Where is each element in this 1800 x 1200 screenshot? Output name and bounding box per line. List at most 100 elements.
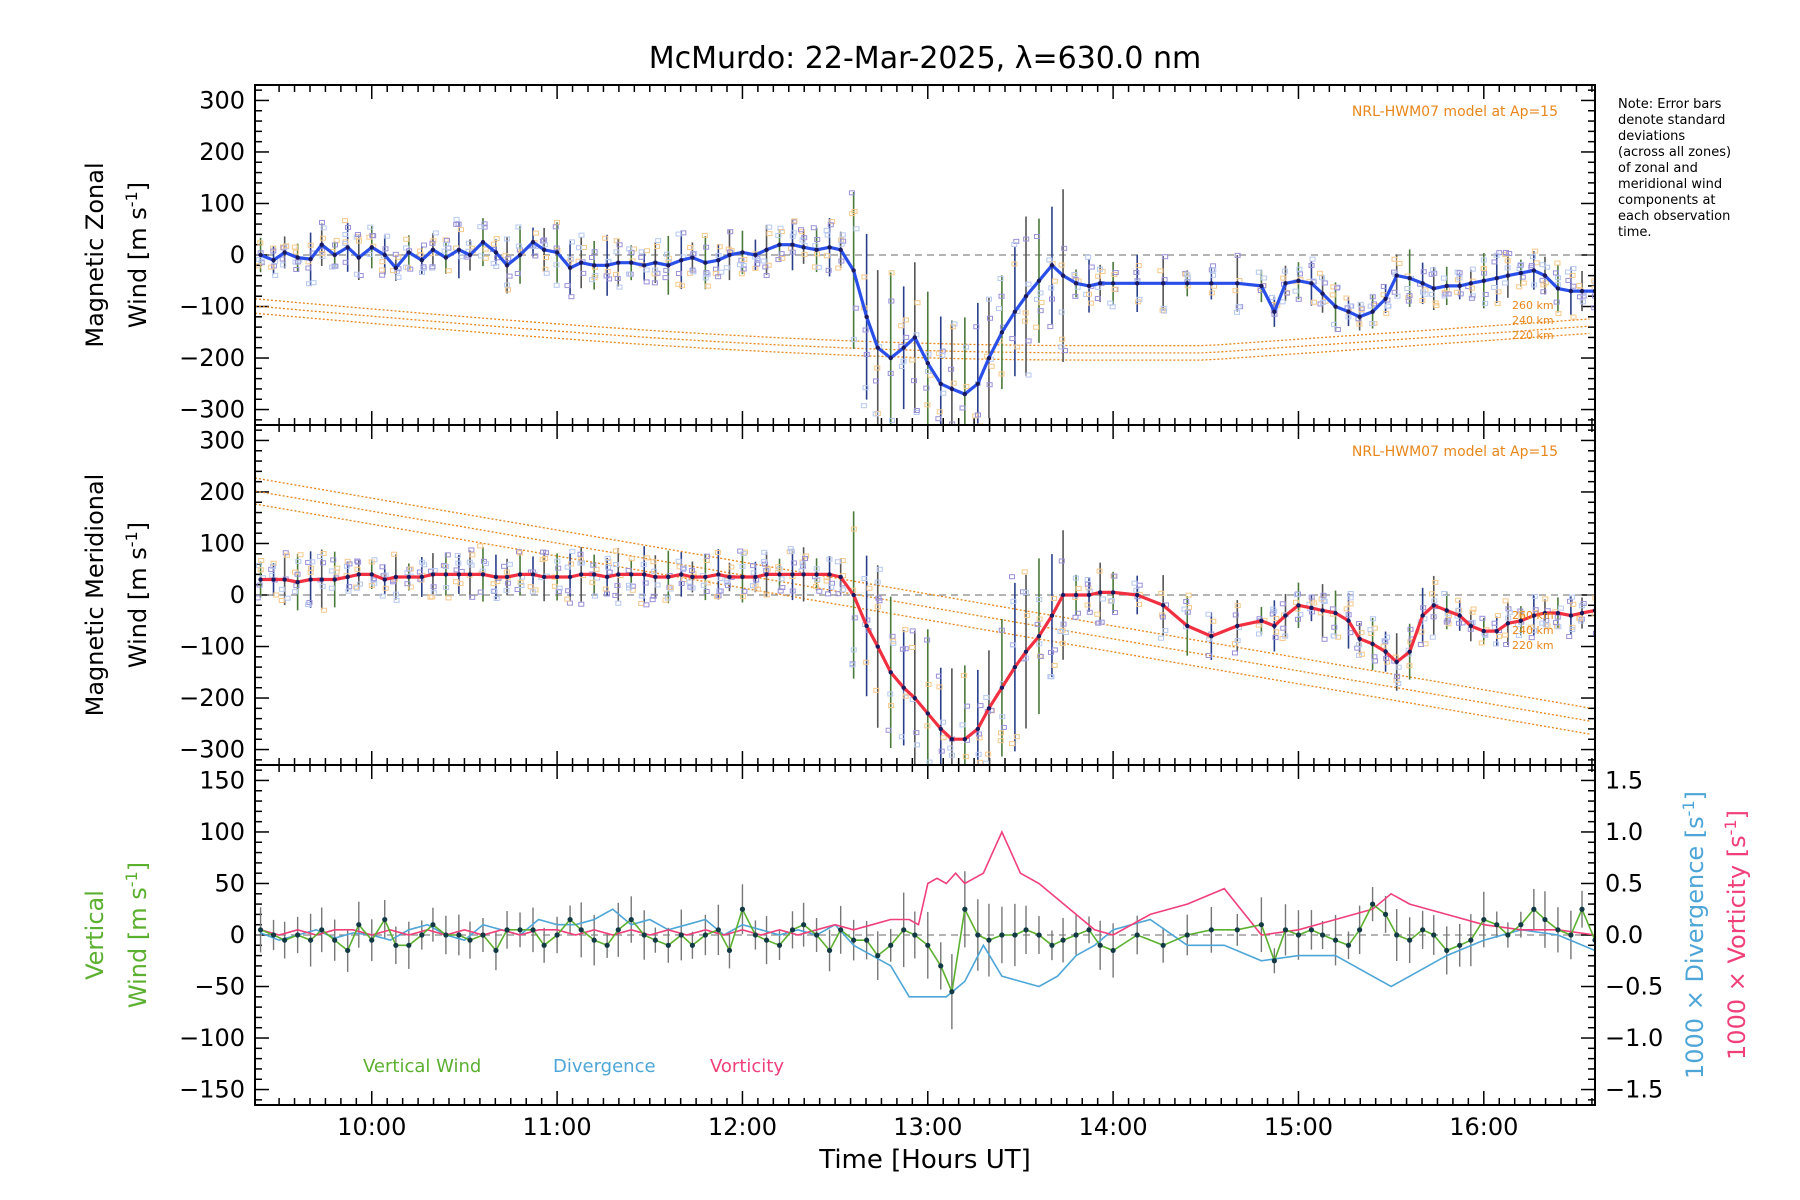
wind-point (616, 572, 621, 577)
chart-title: McMurdo: 22-Mar-2025, λ=630.0 nm (649, 41, 1202, 76)
zone-sample (1309, 256, 1316, 262)
y-tick-label: 300 (199, 86, 245, 114)
zone-sample (541, 237, 548, 243)
vertical-wind-point (1357, 927, 1363, 933)
zone-sample (1321, 636, 1328, 642)
zone-sample (345, 224, 352, 230)
zone-sample (889, 633, 896, 639)
zone-sample (723, 265, 730, 271)
zone-sample (477, 589, 484, 595)
y-tick-label: 0 (230, 921, 245, 949)
vertical-wind-point (628, 916, 634, 923)
zone-sample (789, 233, 796, 239)
zone-sample (555, 588, 562, 594)
wind-point (319, 577, 324, 582)
wind-point (838, 247, 843, 253)
wind-point (356, 255, 361, 260)
zone-sample (649, 597, 656, 603)
zone-sample (900, 358, 907, 364)
vertical-wind-point (443, 932, 449, 938)
zone-sample (1468, 295, 1475, 301)
model-curve-0 (255, 312, 1590, 361)
zone-sample (1009, 336, 1016, 342)
vertical-wind-point (1060, 937, 1066, 943)
zone-sample (964, 703, 971, 709)
wind-point (1555, 610, 1561, 616)
y2-tick-label: 1.0 (1605, 818, 1643, 846)
zone-sample (839, 587, 846, 593)
zone-sample (1406, 293, 1413, 299)
zone-sample (1505, 615, 1512, 621)
zone-sample (1528, 635, 1535, 641)
zone-sample (816, 588, 823, 594)
zone-sample (319, 253, 326, 259)
wind-point (419, 257, 425, 263)
zone-sample (1157, 268, 1164, 274)
zone-sample (909, 644, 916, 650)
zone-sample (690, 269, 697, 275)
zone-sample (1297, 612, 1304, 618)
meridional-model-label: NRL-HWM07 model at Ap=15 (1352, 444, 1558, 460)
wind-point (1568, 288, 1574, 294)
zone-sample (466, 559, 473, 565)
zone-sample (1036, 641, 1043, 647)
wind-point (1283, 613, 1288, 618)
vertical-wind-point (1369, 901, 1376, 907)
zone-sample (1369, 321, 1376, 327)
zone-sample (787, 546, 794, 552)
vertical-wind-point (282, 937, 288, 943)
zone-sample (1544, 623, 1551, 629)
zone-sample (626, 246, 633, 252)
zone-sample (702, 275, 709, 281)
zone-sample (925, 368, 932, 374)
zone-sample (1495, 289, 1502, 295)
vorticity-line (260, 830, 1595, 936)
zone-sample (850, 647, 857, 653)
zone-sample (1048, 296, 1055, 302)
zone-sample (888, 298, 895, 304)
zone-sample (977, 703, 984, 709)
zone-sample (1334, 285, 1341, 291)
wind-point (1346, 618, 1351, 623)
vertical-wind-point (838, 927, 844, 933)
zone-sample (416, 248, 423, 254)
zone-sample (986, 296, 993, 302)
zone-sample (555, 565, 562, 571)
zone-sample (1493, 641, 1500, 647)
zone-sample (1131, 580, 1138, 586)
zone-sample (1279, 299, 1286, 305)
zone-sample (700, 582, 707, 588)
zone-sample (270, 560, 277, 566)
zone-sample (320, 607, 327, 613)
wind-point (864, 314, 869, 320)
zone-sample (625, 567, 632, 573)
wind-point (1542, 273, 1548, 278)
zone-sample (678, 283, 685, 289)
zone-sample (1009, 642, 1016, 648)
zone-sample (652, 267, 659, 273)
vertical-wind-point (1457, 942, 1463, 948)
zone-sample (1454, 269, 1461, 275)
wind-point (1505, 621, 1511, 626)
panel-2-plot-area (255, 765, 1595, 1105)
zone-sample (790, 230, 797, 236)
zone-sample (1321, 280, 1328, 286)
wind-point (753, 252, 758, 258)
zone-sample (605, 559, 612, 565)
zone-sample (1210, 618, 1217, 624)
zone-sample (1061, 245, 1068, 251)
zone-sample (291, 589, 298, 595)
zone-sample (615, 600, 622, 606)
zone-sample (1502, 632, 1509, 638)
zone-sample (346, 561, 353, 567)
wind-point (1531, 268, 1537, 273)
note-line: each observation (1618, 209, 1730, 224)
vertical-wind-point (382, 916, 388, 923)
vertical-wind-point (1382, 911, 1389, 917)
zone-sample (319, 235, 326, 241)
vertical-wind-point (1271, 958, 1277, 964)
wind-point (716, 572, 721, 577)
zone-sample (824, 232, 831, 238)
zone-sample (1009, 741, 1016, 747)
zone-sample (1570, 283, 1577, 289)
